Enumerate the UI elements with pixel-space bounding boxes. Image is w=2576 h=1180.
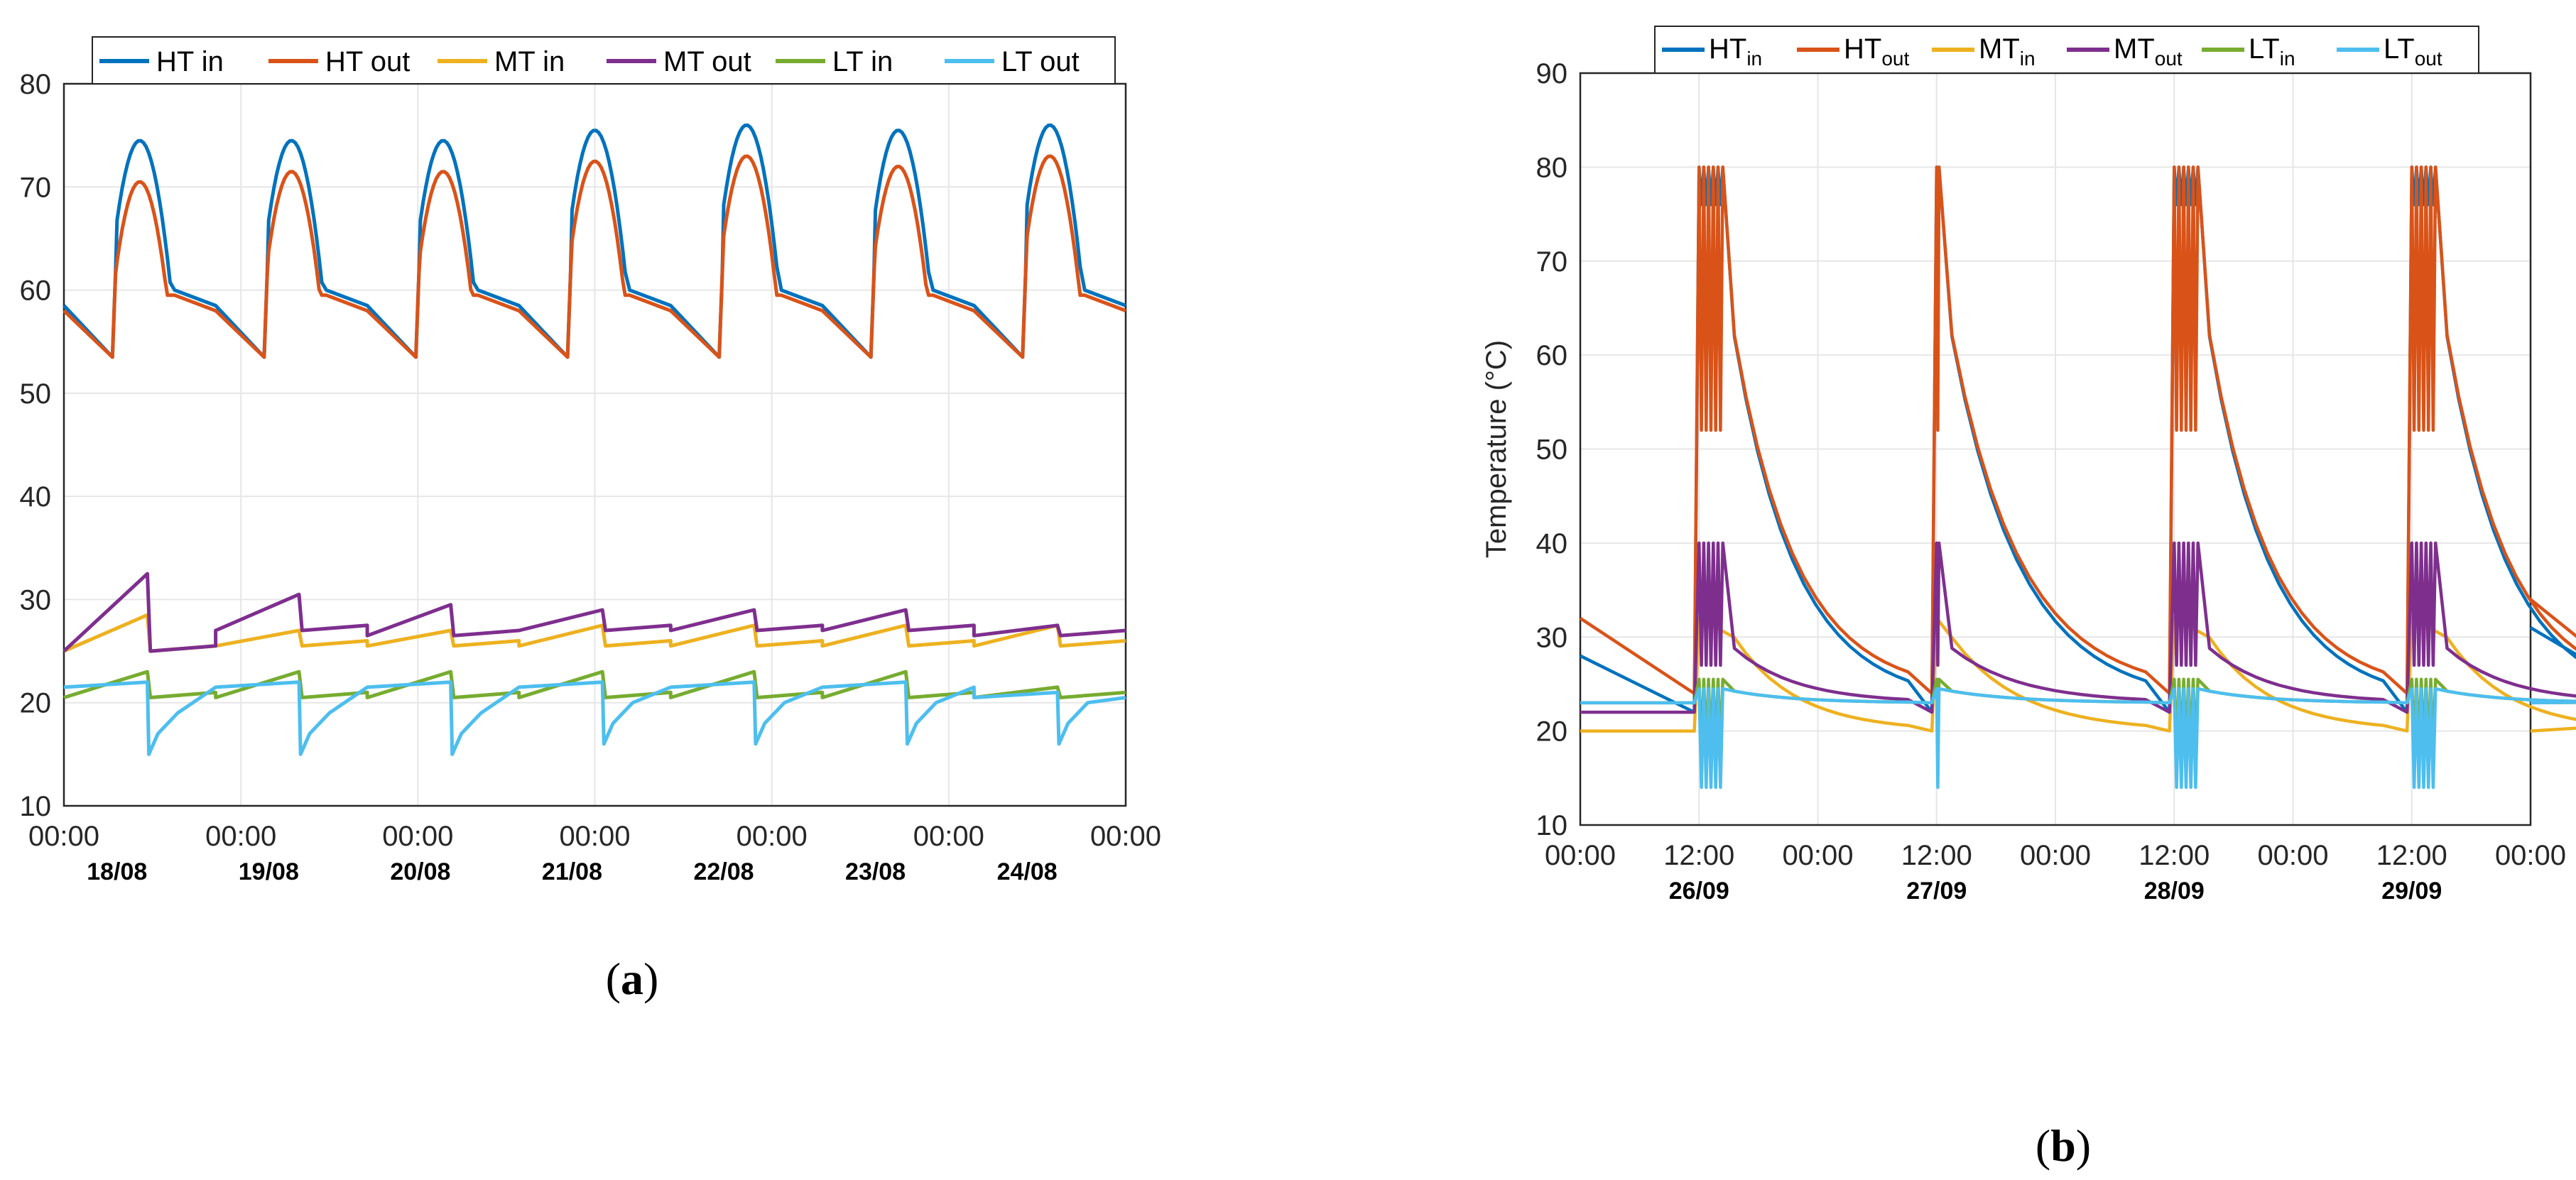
x-tick-label: 12:00 <box>1663 840 1734 871</box>
legend-label: MT in <box>494 46 565 77</box>
legend-label: HT in <box>156 46 224 77</box>
legend-b: HTin HTout MTin MTout LTin LTout <box>1654 26 2479 74</box>
y-axis-label: Temperature (°C) <box>1481 340 1512 558</box>
x-tick-label: 00:00 <box>2257 840 2328 871</box>
y-tick-label: 10 <box>20 791 52 822</box>
y-tick-label: 20 <box>20 688 52 719</box>
legend-label: HT out <box>325 46 410 77</box>
series-line-mt-out <box>63 572 1126 653</box>
caption-a: (a) <box>606 954 659 1004</box>
series-line-lt-out <box>63 680 1126 756</box>
date-label: 22/08 <box>693 858 754 885</box>
date-label: 24/08 <box>997 858 1058 885</box>
x-tick-label: 00:00 <box>2495 840 2566 871</box>
x-tick-label: 00:00 <box>205 821 276 852</box>
legend-label: LTout <box>2384 33 2442 70</box>
x-tick-label: 00:00 <box>2020 840 2091 871</box>
series-line-mt-in <box>63 613 1126 653</box>
x-tick-label: 00:00 <box>737 821 808 852</box>
x-tick-label: 12:00 <box>2376 840 2447 871</box>
y-tick-label: 50 <box>20 378 52 410</box>
date-label: 23/08 <box>845 858 906 885</box>
series-line-mt-in <box>1580 616 2576 733</box>
legend-label: LT in <box>832 46 893 77</box>
y-tick-label: 80 <box>20 69 52 100</box>
x-tick-label: 12:00 <box>2138 840 2210 871</box>
x-tick-label: 00:00 <box>28 821 99 852</box>
date-label: 19/08 <box>239 858 299 885</box>
x-tick-label: 00:00 <box>559 821 630 852</box>
caption-b: (b) <box>2036 1120 2091 1171</box>
series-line-ht-out <box>1579 165 2576 695</box>
legend-label: LT out <box>1001 46 1080 77</box>
panel-a-chart: 10 20 30 40 50 60 70 80 00:00 00:00 00:00 00:00 00:0… <box>20 36 1161 885</box>
series-line-ht-in <box>63 123 1126 359</box>
legend-label: HTin <box>1709 33 1762 70</box>
y-tick-label: 60 <box>20 275 52 307</box>
date-label: 29/09 <box>2381 878 2442 905</box>
x-tick-label: 12:00 <box>1901 840 1972 871</box>
y-tick-label: 80 <box>1536 152 1568 183</box>
date-label: 21/08 <box>542 858 602 885</box>
y-tick-label: 90 <box>1536 58 1568 89</box>
date-label: 18/08 <box>87 858 147 885</box>
legend-label: MTout <box>2114 33 2183 70</box>
x-tick-label: 00:00 <box>1782 840 1853 871</box>
x-tick-label: 00:00 <box>1545 840 1616 871</box>
series-line-lt-out <box>1580 687 2576 790</box>
legend-a: HT in HT out MT in MT out LT in LT out <box>92 36 1116 84</box>
legend-label: HTout <box>1844 33 1909 70</box>
y-tick-label: 30 <box>20 584 52 616</box>
y-tick-label: 30 <box>1536 622 1568 653</box>
legend-label: LTin <box>2249 33 2295 70</box>
panel-b-chart: 10 20 30 40 50 60 70 80 90 00:00 12:00 00:00 12:00 00… <box>1481 26 2576 905</box>
date-label: 27/09 <box>1906 878 1967 905</box>
date-label: 26/09 <box>1669 878 1729 905</box>
y-tick-label: 10 <box>1536 810 1568 841</box>
x-tick-label: 00:00 <box>913 821 984 852</box>
series-line-mt-out <box>1580 541 2576 714</box>
legend-label: MT out <box>663 46 751 77</box>
series-line-ht-out <box>63 154 1126 359</box>
y-tick-label: 40 <box>1536 528 1568 559</box>
date-label: 28/09 <box>2144 878 2205 905</box>
y-tick-label: 60 <box>1536 340 1568 371</box>
legend-label: MTin <box>1979 33 2036 70</box>
y-tick-label: 70 <box>20 172 52 203</box>
y-tick-label: 70 <box>1536 246 1568 278</box>
y-tick-label: 20 <box>1536 716 1568 748</box>
y-tick-label: 40 <box>20 481 52 513</box>
x-tick-label: 00:00 <box>382 821 453 852</box>
date-label: 20/08 <box>390 858 450 885</box>
y-tick-label: 50 <box>1536 435 1568 466</box>
x-tick-label: 00:00 <box>1090 821 1161 852</box>
